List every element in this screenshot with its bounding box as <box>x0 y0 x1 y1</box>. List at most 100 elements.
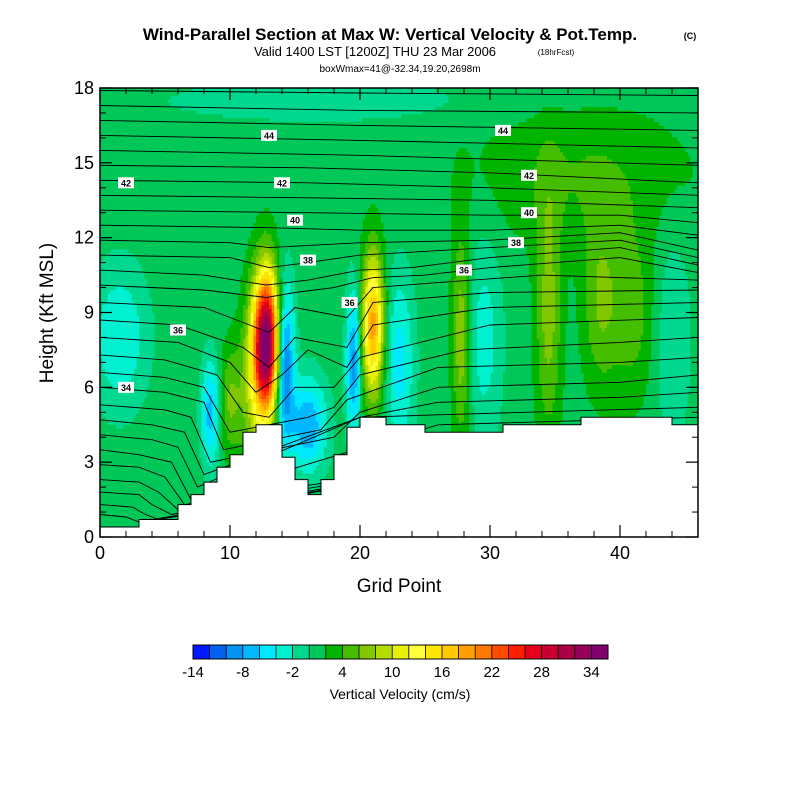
field-cell <box>222 406 226 411</box>
field-cell <box>391 372 395 377</box>
field-cell <box>256 319 259 325</box>
field-cell <box>469 237 480 242</box>
field-cell <box>362 361 366 366</box>
isentrope-line <box>100 239 698 269</box>
field-cell <box>380 241 387 246</box>
field-cell <box>253 353 257 358</box>
field-cell <box>100 334 140 340</box>
field-cell <box>250 394 254 399</box>
field-cell <box>396 290 402 295</box>
field-cell <box>375 413 382 418</box>
field-cell <box>269 353 272 358</box>
field-cell <box>386 282 392 287</box>
field-cell <box>578 200 634 205</box>
field-cell <box>100 110 197 115</box>
field-cell <box>100 166 454 171</box>
field-cell <box>276 417 280 422</box>
field-cell <box>253 222 278 227</box>
field-cell <box>596 290 613 295</box>
field-cell <box>258 248 272 254</box>
field-cell <box>451 398 457 403</box>
field-cell <box>451 417 460 422</box>
field-cell <box>284 290 291 295</box>
field-cell <box>321 406 327 411</box>
field-cell <box>146 387 200 392</box>
field-cell <box>386 290 389 295</box>
field-cell <box>224 450 246 456</box>
field-cell <box>495 132 673 138</box>
field-cell <box>274 364 278 370</box>
field-cell <box>565 364 582 370</box>
field-cell <box>224 368 244 373</box>
field-cell <box>685 147 698 153</box>
field-cell <box>456 349 465 355</box>
field-cell <box>279 308 283 313</box>
field-cell <box>453 376 460 381</box>
field-cell <box>284 319 293 325</box>
field-cell <box>367 409 379 414</box>
field-cell <box>653 263 665 268</box>
field-cell <box>222 364 228 370</box>
field-cell <box>529 267 538 272</box>
field-cell <box>253 248 259 254</box>
field-cell <box>635 413 662 418</box>
field-cell <box>466 293 470 298</box>
field-cell <box>560 237 587 242</box>
field-cell <box>393 368 405 373</box>
field-cell <box>336 424 345 429</box>
field-cell <box>154 342 205 347</box>
colorbar-swatch <box>425 645 443 659</box>
field-cell <box>217 349 223 355</box>
field-cell <box>448 346 454 351</box>
field-cell <box>555 271 561 276</box>
field-cell <box>362 372 366 377</box>
field-cell <box>282 323 285 328</box>
field-cell <box>391 409 408 414</box>
colorbar-swatch <box>574 645 592 659</box>
field-cell <box>274 402 278 407</box>
field-cell <box>204 406 207 411</box>
field-cell <box>469 334 473 340</box>
field-cell <box>284 417 317 422</box>
field-cell <box>209 424 213 429</box>
field-cell <box>245 327 249 332</box>
colorbar-tick-label: -8 <box>236 664 249 681</box>
field-cell <box>391 402 410 407</box>
field-cell <box>474 174 486 179</box>
field-cell <box>219 454 226 459</box>
field-cell <box>391 383 395 388</box>
field-cell <box>222 398 226 403</box>
field-cell <box>204 368 215 373</box>
field-cell <box>594 357 636 362</box>
field-cell <box>250 406 254 411</box>
colorbar-swatch <box>375 645 393 659</box>
field-cell <box>261 278 270 283</box>
field-cell <box>451 413 457 418</box>
field-cell <box>206 379 213 384</box>
field-cell <box>386 245 452 250</box>
field-cell <box>365 398 371 403</box>
field-cell <box>497 260 530 265</box>
field-cell <box>588 394 644 399</box>
field-cell <box>219 439 223 444</box>
field-cell <box>651 349 660 355</box>
field-cell <box>417 308 449 313</box>
field-cell <box>248 271 254 276</box>
field-cell <box>289 387 293 392</box>
field-cell <box>243 319 246 325</box>
field-cell <box>315 394 324 399</box>
field-cell <box>679 256 698 261</box>
field-cell <box>227 364 244 370</box>
field-cell <box>555 278 561 283</box>
field-cell <box>596 263 608 268</box>
field-cell <box>503 379 532 384</box>
field-cell <box>552 215 564 220</box>
field-cell <box>643 286 655 291</box>
field-cell <box>630 185 678 190</box>
field-cell <box>373 379 379 384</box>
field-cell <box>334 432 345 437</box>
field-cell <box>555 282 561 287</box>
field-cell <box>261 361 265 366</box>
field-cell <box>248 312 252 317</box>
field-cell <box>596 278 613 283</box>
